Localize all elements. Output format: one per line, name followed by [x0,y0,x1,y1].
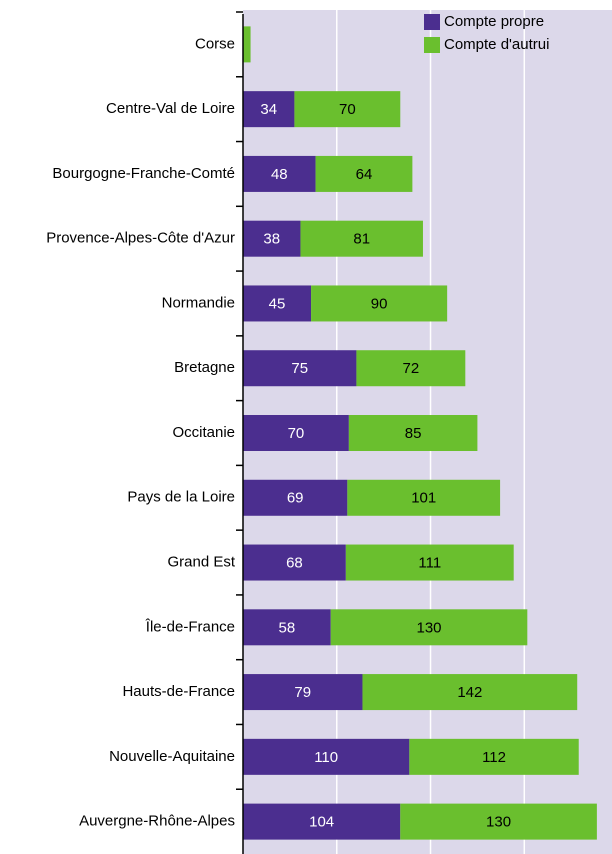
bar-segment [347,479,501,516]
value-label: 130 [486,814,511,831]
value-label: 85 [405,425,422,442]
bar-segment [409,738,579,775]
bar-segment [243,479,348,516]
y-tick-label: Normandie [162,294,235,311]
value-label: 79 [294,684,311,701]
legend-label: Compte d'autrui [444,36,549,53]
value-label: 45 [269,295,286,312]
value-label: 64 [356,166,373,183]
bar-segment [243,803,401,840]
bar-segment [345,544,514,581]
bar-segment [356,350,466,387]
value-label: 75 [291,360,308,377]
bar-segment [330,609,528,646]
value-label: 142 [457,684,482,701]
y-tick-label: Bretagne [174,359,235,376]
value-label: 48 [271,166,288,183]
bar-segment [243,738,410,775]
legend-swatch [424,14,440,30]
bar-segment [300,220,423,257]
value-label: 38 [263,231,280,248]
bar-segment [294,91,401,128]
value-label: 112 [482,749,506,766]
y-tick-label: Île-de-France [145,618,235,635]
y-tick-label: Pays de la Loire [127,489,235,506]
value-label: 58 [279,619,296,636]
bar-segment [311,285,448,322]
bar-segment [243,415,349,451]
value-label: 70 [339,101,356,118]
y-tick-label: Centre-Val de Loire [106,100,235,117]
bar-segment [243,220,301,257]
bar-segment [243,350,357,387]
bar-segment [243,285,312,322]
value-label: 81 [353,231,370,248]
y-tick-label: Corse [195,35,235,52]
value-label: 110 [314,749,338,766]
value-label: 130 [416,619,441,636]
bar-segment [348,415,478,451]
y-tick-label: Bourgogne-Franche-Comté [52,165,235,182]
value-label: 34 [260,101,277,118]
value-label: 69 [287,490,304,507]
value-label: 72 [403,360,420,377]
bar-segment [243,544,346,581]
y-tick-label: Hauts-de-France [122,683,235,700]
bar-segment [400,803,597,840]
bar-segment [243,91,295,128]
y-tick-label: Nouvelle-Aquitaine [109,748,235,765]
value-label: 111 [418,555,441,572]
bar-segment [362,674,578,711]
bar-segment [243,609,331,646]
value-label: 90 [371,295,388,312]
y-tick-label: Grand Est [167,554,235,571]
y-tick-label: Occitanie [172,424,235,441]
y-tick-label: Provence-Alpes-Côte d'Azur [46,230,235,247]
legend-label: Compte propre [444,13,544,30]
value-label: 101 [411,490,436,507]
bar-segment [243,26,251,63]
bar-segment [315,155,413,192]
value-label: 70 [288,425,305,442]
legend-swatch [424,37,440,53]
bar-segment [243,674,363,711]
bar-segment [243,155,316,192]
y-tick-label: Auvergne-Rhône-Alpes [79,813,235,830]
value-label: 104 [309,814,334,831]
value-label: 68 [286,555,303,572]
